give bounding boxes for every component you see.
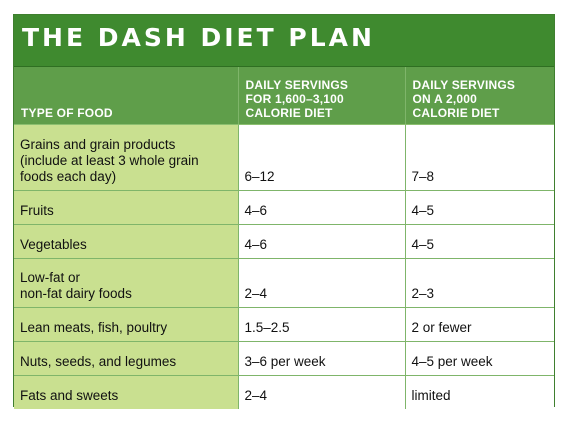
servings-range-cell: 1.5–2.5 (238, 307, 406, 342)
table-row: Vegetables 4–6 4–5 (14, 224, 554, 259)
servings-2000-cell: 4–5 (405, 224, 554, 259)
header-servings-range-line: FOR 1,600–3,100 (245, 91, 344, 106)
food-type-cell: Nuts, seeds, and legumes (14, 341, 239, 376)
header-servings-2000-line: CALORIE DIET (412, 105, 500, 120)
food-type-line: (include at least 3 whole grain (20, 152, 199, 168)
table-row: Nuts, seeds, and legumes 3–6 per week 4–… (14, 341, 554, 376)
food-type-cell: Lean meats, fish, poultry (14, 307, 239, 342)
dash-diet-plan-table: THE DASH DIET PLAN TYPE OF FOOD DAILY SE… (13, 14, 555, 409)
servings-2000-cell: 2 or fewer (405, 307, 554, 342)
food-type-line: Grains and grain products (20, 136, 176, 152)
table-row: Fruits 4–6 4–5 (14, 190, 554, 225)
servings-2000-cell: limited (405, 375, 554, 409)
servings-range-cell: 6–12 (238, 124, 406, 191)
servings-range-cell: 4–6 (238, 224, 406, 259)
title-bar: THE DASH DIET PLAN (14, 15, 554, 67)
page-title: THE DASH DIET PLAN (22, 23, 375, 52)
table-row: Lean meats, fish, poultry 1.5–2.5 2 or f… (14, 307, 554, 342)
servings-2000-cell: 4–5 per week (405, 341, 554, 376)
servings-range-cell: 2–4 (238, 375, 406, 409)
table-row: Grains and grain products (include at le… (14, 124, 554, 191)
header-servings-2000-line: DAILY SERVINGS (412, 77, 516, 92)
header-servings-range: DAILY SERVINGS FOR 1,600–3,100 CALORIE D… (238, 67, 406, 125)
food-type-cell: Vegetables (14, 224, 239, 259)
servings-2000-cell: 2–3 (405, 258, 554, 308)
header-servings-2000-line: ON A 2,000 (412, 91, 477, 106)
food-type-line: Low-fat or (20, 269, 81, 285)
header-servings-2000: DAILY SERVINGS ON A 2,000 CALORIE DIET (405, 67, 554, 125)
food-type-line: non-fat dairy foods (20, 285, 132, 301)
header-type-of-food: TYPE OF FOOD (14, 67, 239, 125)
servings-range-cell: 4–6 (238, 190, 406, 225)
header-food-label: TYPE OF FOOD (21, 105, 113, 120)
servings-range-cell: 2–4 (238, 258, 406, 308)
servings-table: TYPE OF FOOD DAILY SERVINGS FOR 1,600–3,… (14, 67, 554, 409)
header-servings-range-line: DAILY SERVINGS (245, 77, 349, 92)
food-type-line: foods each day) (20, 168, 117, 184)
table-row: Fats and sweets 2–4 limited (14, 375, 554, 409)
table-row: Low-fat or non-fat dairy foods 2–4 2–3 (14, 258, 554, 308)
food-type-cell: Grains and grain products (include at le… (14, 124, 239, 191)
servings-range-cell: 3–6 per week (238, 341, 406, 376)
food-type-cell: Fats and sweets (14, 375, 239, 409)
servings-2000-cell: 4–5 (405, 190, 554, 225)
header-servings-range-line: CALORIE DIET (245, 105, 333, 120)
servings-2000-cell: 7–8 (405, 124, 554, 191)
food-type-cell: Low-fat or non-fat dairy foods (14, 258, 239, 308)
food-type-cell: Fruits (14, 190, 239, 225)
header-row: TYPE OF FOOD DAILY SERVINGS FOR 1,600–3,… (14, 67, 554, 125)
